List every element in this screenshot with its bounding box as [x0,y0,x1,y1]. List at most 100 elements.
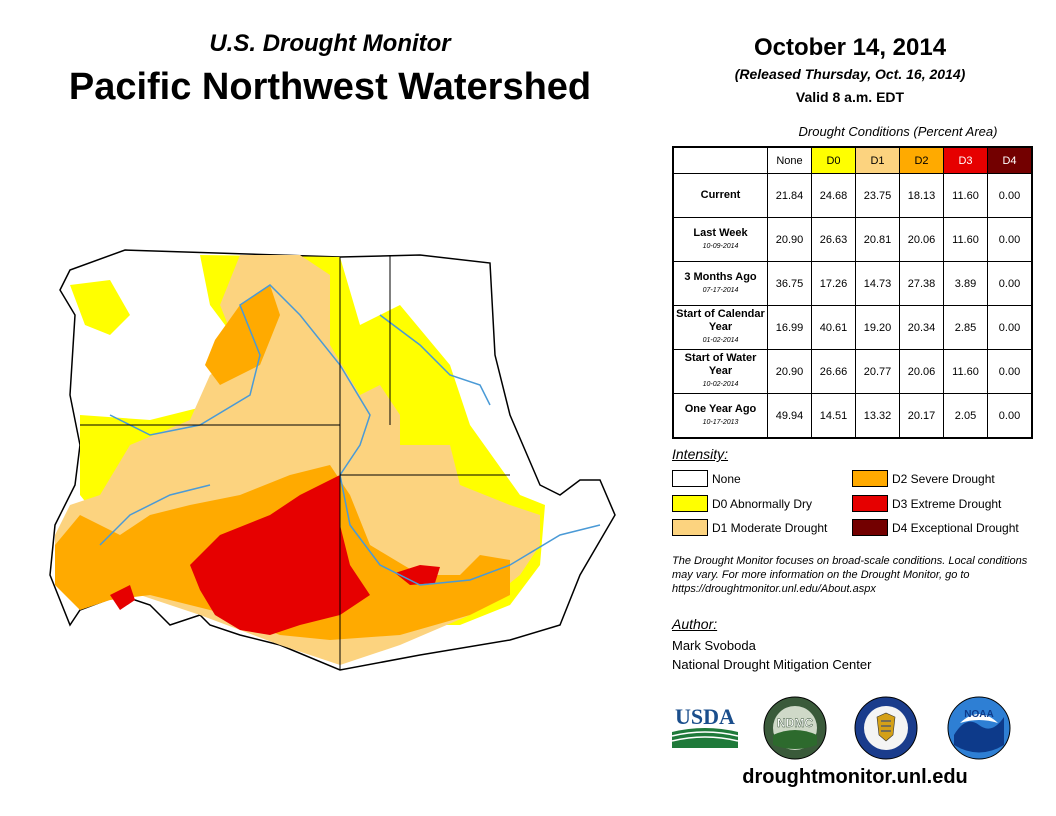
column-header: None [767,146,812,174]
legend-label: D1 Moderate Drought [712,520,828,535]
legend-label: D3 Extreme Drought [892,496,1002,511]
usda-logo-text: USDA [675,704,735,729]
table-row: Last Week 10-09-2014 20.90 26.63 20.81 20.06 1… [672,217,1033,262]
table-cell: 0.00 [987,261,1033,306]
row-label: Current [672,173,768,218]
author-heading: Author: [672,616,718,632]
river-snake [99,484,211,546]
table-cell: 0.00 [987,173,1033,218]
author-name: Mark Svoboda [672,638,756,653]
table-cell: 20.17 [899,393,944,439]
row-date: 10-17-2013 [702,418,739,426]
river-tributary [379,314,491,406]
row-label: One Year Ago 10-17-2013 [672,393,768,439]
table-cell: 11.60 [943,173,988,218]
table-cell: 3.89 [943,261,988,306]
valid-time: Valid 8 a.m. EDT [795,89,905,105]
legend-item-d4: D4 Exceptional Drought [852,519,1019,536]
row-date: 10-02-2014 [702,381,739,388]
column-header: D1 [855,146,900,174]
usda-logo: USDA [671,704,739,748]
column-header: D3 [943,146,988,174]
table-cell: 27.38 [899,261,944,306]
row-label: Start of Calendar Year 01-02-2014 [672,305,768,350]
table-cell: 20.06 [899,217,944,262]
row-label: 3 Months Ago 07-17-2014 [672,261,768,306]
table-cell: 14.51 [811,393,856,439]
table-cell: 20.90 [767,217,812,262]
release-date: (Released Thursday, Oct. 16, 2014) [734,66,966,82]
legend-item-d0: D0 Abnormally Dry [672,495,812,512]
table-title: Drought Conditions (Percent Area) [798,124,998,139]
map-date: October 14, 2014 [753,34,947,61]
noaa-logo: NOAA [947,696,1011,760]
table-cell: 0.00 [987,305,1033,350]
legend-swatch [672,495,708,512]
legend-item-d3: D3 Extreme Drought [852,495,1001,512]
row-label-text: Current [700,189,741,201]
legend-item-d2: D2 Severe Drought [852,470,995,487]
disclaimer-note: The Drought Monitor focuses on broad-sca… [672,555,1028,595]
table-cell: 26.66 [811,349,856,394]
legend-label: D0 Abnormally Dry [712,496,813,511]
table-cell: 0.00 [987,217,1033,262]
table-cell: 49.94 [767,393,812,439]
legend-label: D4 Exceptional Drought [892,520,1019,535]
legend-item-d1: D1 Moderate Drought [672,519,827,536]
drought-map [49,249,616,671]
legend-swatch [852,519,888,536]
row-date: 01-02-2014 [702,337,739,344]
d3-area [190,475,370,635]
table-row: Current 21.84 24.68 23.75 18.13 11.60 0.00 [672,173,1033,218]
ndmc-logo-text: NDMC [777,716,813,730]
row-date: 10-09-2014 [702,242,739,250]
website-url: droughtmonitor.unl.edu [742,766,968,788]
table-cell: 20.77 [855,349,900,394]
row-label: Start of Water Year 10-02-2014 [672,349,768,394]
table-cell: 20.90 [767,349,812,394]
d2-area-north [205,285,280,385]
d3-area-sw [110,585,135,610]
noaa-logo-text: NOAA [964,709,993,720]
table-row: Start of Water Year 10-02-2014 20.90 26.66 2… [672,349,1033,394]
row-label-text: 3 Months Ago [684,270,757,283]
row-label-text: Last Week [693,226,748,239]
map-title: Pacific Northwest Watershed [68,66,592,108]
table-cell: 11.60 [943,217,988,262]
legend-label: None [712,471,741,486]
legend-label: D2 Severe Drought [892,471,995,486]
table-cell: 19.20 [855,305,900,350]
table-cell: 23.75 [855,173,900,218]
table-cell: 11.60 [943,349,988,394]
row-label-text: Start of Calendar Year [676,308,765,333]
table-row: One Year Ago 10-17-2013 49.94 14.51 13.32 20.… [672,393,1033,439]
table-cell: 20.81 [855,217,900,262]
table-cell: 21.84 [767,173,812,218]
row-label: Last Week 10-09-2014 [672,217,768,262]
column-header: D0 [811,146,856,174]
ndmc-logo: NDMC [763,696,827,760]
table-cell: 16.99 [767,305,812,350]
commerce-seal-logo [854,696,918,760]
table-cell: 0.00 [987,349,1033,394]
legend-item-none: None [672,470,741,487]
legend-swatch [852,470,888,487]
table-cell: 24.68 [811,173,856,218]
table-cell: 17.26 [811,261,856,306]
author-organization: National Drought Mitigation Center [672,657,872,672]
table-cell: 20.06 [899,349,944,394]
legend-swatch [852,495,888,512]
legend-title: Intensity: [672,446,729,462]
table-cell: 40.61 [811,305,856,350]
legend-swatch [672,470,708,487]
table-cell: 2.85 [943,305,988,350]
legend-swatch [672,519,708,536]
river-columbia [109,284,601,586]
table-cell: 13.32 [855,393,900,439]
d0-area-nw [70,280,130,335]
d3-area-east [395,565,440,585]
table-cell: 0.00 [987,393,1033,439]
table-cell: 18.13 [899,173,944,218]
column-header: D2 [899,146,944,174]
row-label-text: One Year Ago [684,402,757,415]
